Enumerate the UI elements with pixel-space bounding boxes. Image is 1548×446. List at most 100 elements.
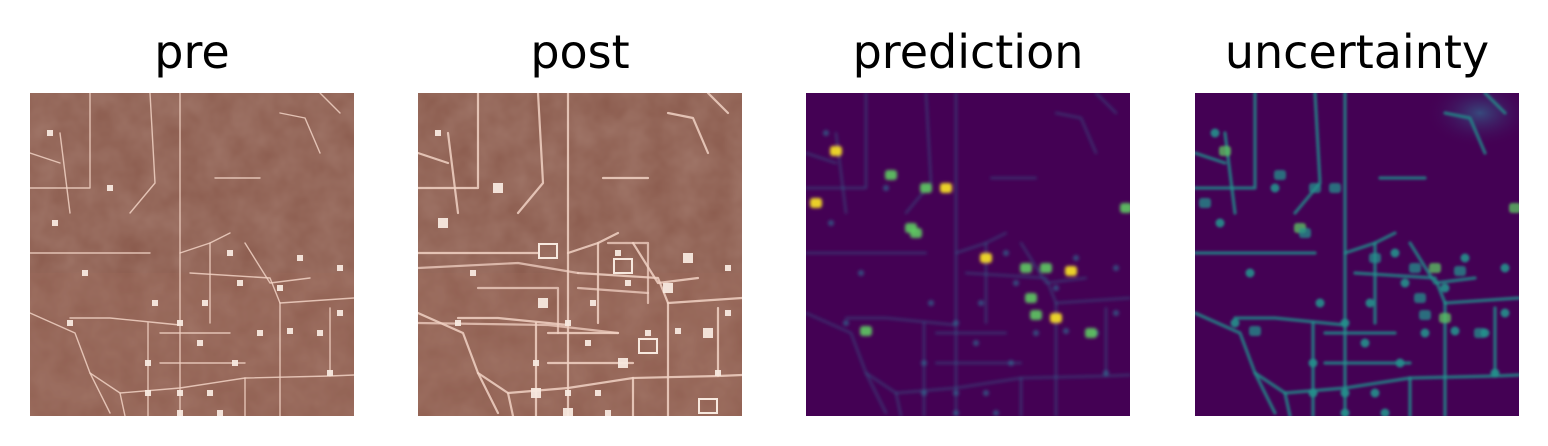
- road-line: [1443, 111, 1487, 155]
- road-line: [418, 261, 580, 275]
- well-pad: [538, 298, 548, 308]
- road-line: [1408, 241, 1477, 285]
- well-pad: [563, 408, 573, 416]
- heat-blob: [1395, 358, 1405, 368]
- panel-post: post: [418, 0, 742, 446]
- hot-spot: [1419, 310, 1431, 320]
- well-pad: [327, 370, 333, 376]
- panel-title: prediction: [852, 25, 1084, 79]
- well-pad: [152, 300, 158, 306]
- well-pad: [177, 320, 183, 326]
- road-line: [189, 272, 281, 304]
- heat-blob: [1500, 263, 1510, 273]
- well-pad: [625, 280, 631, 286]
- heat-blob: [1490, 368, 1500, 378]
- well-pad: [207, 390, 213, 396]
- hot-spot: [1025, 293, 1037, 303]
- post-satellite-image: [418, 93, 742, 416]
- panel-title: post: [530, 25, 630, 79]
- hot-spot: [1065, 266, 1077, 276]
- well-pad: [177, 410, 183, 416]
- heat-blob: [1003, 250, 1009, 256]
- road-line: [59, 132, 71, 214]
- road-line: [516, 93, 545, 215]
- pre-satellite-image: [30, 93, 354, 416]
- hot-spot: [1299, 228, 1311, 238]
- uncertainty-heatmap: [1195, 93, 1519, 416]
- heat-blob: [1053, 285, 1059, 291]
- heat-blob: [1073, 255, 1079, 261]
- heat-layer: [1195, 93, 1519, 416]
- heat-blob: [928, 300, 934, 306]
- hot-spot: [1199, 198, 1211, 208]
- well-pad: [455, 320, 461, 326]
- soil-texture: [30, 93, 354, 416]
- heat-blob: [953, 320, 959, 326]
- well-pad: [52, 220, 58, 226]
- heat-blob: [993, 410, 999, 416]
- heat-blob: [1113, 265, 1119, 271]
- heat-blob: [1245, 268, 1255, 278]
- road-line: [1353, 271, 1447, 305]
- heat-blob: [1440, 283, 1450, 293]
- well-pad: [605, 410, 611, 416]
- road-line: [666, 296, 742, 305]
- heat-blob: [823, 130, 829, 136]
- heat-blob: [1230, 318, 1240, 328]
- heat-blob: [921, 360, 927, 366]
- well-pad: [317, 330, 323, 336]
- well-pad: [645, 330, 651, 336]
- heat-blob: [1500, 308, 1510, 318]
- road-line: [244, 242, 311, 284]
- road-line: [319, 93, 341, 114]
- heat-blob: [1210, 128, 1220, 138]
- hot-spot: [1120, 203, 1130, 213]
- well-pad: [725, 310, 731, 316]
- heat-blob: [1308, 358, 1318, 368]
- road-line: [1293, 93, 1322, 215]
- road-line: [576, 271, 670, 305]
- hot-spot: [810, 198, 822, 208]
- well-pad: [683, 253, 693, 263]
- road-line: [666, 111, 710, 155]
- hot-spot: [910, 228, 922, 238]
- road-line: [1195, 311, 1277, 415]
- heat-blob: [883, 185, 889, 191]
- heat-blob: [1113, 310, 1119, 316]
- well-pad: [217, 410, 223, 416]
- hot-spot: [1030, 310, 1042, 320]
- road-line: [806, 152, 837, 164]
- road-line: [576, 286, 650, 295]
- road-line: [905, 93, 932, 214]
- heat-blob: [1340, 318, 1350, 328]
- well-pad: [257, 330, 263, 336]
- well-pad: [663, 283, 673, 293]
- well-pad: [145, 390, 151, 396]
- hot-spot: [1509, 203, 1519, 213]
- hot-spot: [920, 183, 932, 193]
- road-line: [1055, 297, 1130, 304]
- heat-blob: [1308, 388, 1318, 398]
- well-pad: [618, 358, 628, 368]
- heat-blob: [1360, 338, 1370, 348]
- hot-spot: [980, 253, 992, 263]
- road-line: [806, 93, 867, 189]
- heat-blob: [973, 340, 979, 346]
- well-pad: [675, 328, 681, 334]
- heat-blob: [1103, 370, 1109, 376]
- heat-blob: [843, 320, 849, 326]
- hot-spot: [1085, 328, 1097, 338]
- heat-blob: [1380, 408, 1390, 416]
- panel-pre: pre: [30, 0, 354, 446]
- well-pad: [202, 300, 208, 306]
- well-pad: [107, 185, 113, 191]
- heat-blob: [858, 270, 864, 276]
- road-line: [119, 392, 126, 416]
- well-pad: [47, 130, 53, 136]
- road-line: [606, 241, 650, 305]
- hot-spot: [1050, 313, 1062, 323]
- new-pad: [698, 398, 718, 414]
- heat-blob: [1450, 326, 1460, 336]
- well-pad: [232, 360, 238, 366]
- hot-spot: [1429, 263, 1441, 273]
